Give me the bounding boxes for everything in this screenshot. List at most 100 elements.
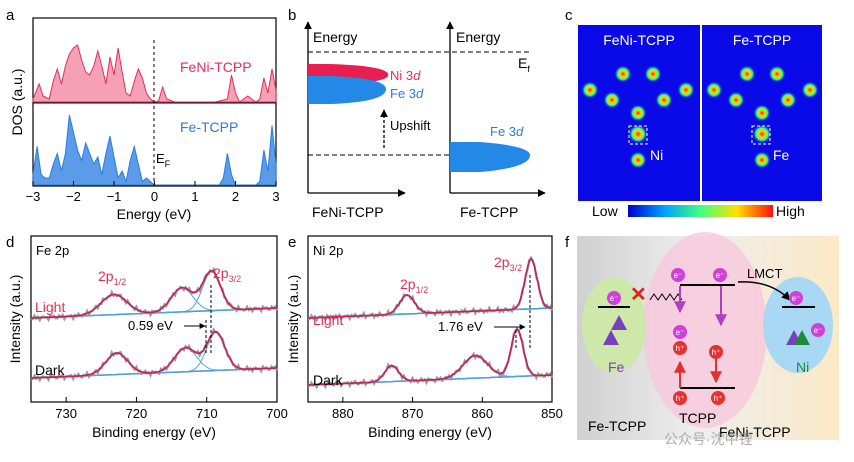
fe-site-box	[751, 125, 771, 145]
carrier-label: e⁻	[792, 294, 801, 303]
xtick-label: 2	[232, 189, 239, 204]
ni-peak-2: 2p3/2	[494, 254, 522, 273]
fe-metal-label: Fe	[608, 359, 625, 375]
charge-density-fe	[705, 65, 819, 169]
tcpp-region	[643, 232, 767, 428]
charge-carriers: e⁻ e⁻ e⁻ e⁻ h⁺ h⁺ h⁺ h⁺ e⁻ e⁻	[607, 268, 825, 405]
xps-fit	[30, 330, 278, 379]
fe-3d-band-right	[450, 142, 531, 172]
panel-e: e Ni 2p 2p1/2 2p3/2 Light Dark 1.76 eV 8…	[285, 234, 563, 440]
carrier-label: e⁻	[716, 271, 725, 280]
fe-shift-label: 0.59 eV	[128, 318, 173, 333]
xtick-label: 860	[471, 406, 493, 421]
density-blob	[603, 91, 621, 109]
fe2p-spectra	[30, 266, 278, 383]
xtick-label: 1	[191, 189, 198, 204]
charge-density-feni	[581, 65, 695, 169]
ni-site-region	[763, 277, 833, 373]
panel-d-ylabel: Intensity (a.u.)	[7, 275, 23, 364]
xps-fit	[307, 257, 553, 319]
carrier-label: e⁻	[674, 271, 683, 280]
panel-d-xticks: 730 720 710 700	[55, 397, 288, 421]
panel-letter-e: e	[288, 234, 296, 251]
panel-f: f ✕ LMCT e⁻ e⁻ e⁻ e⁻ h⁺ h⁺ h⁺ h⁺ e⁻ e⁻ Fe Ni Fe-T…	[565, 232, 839, 447]
right-energy-label: Energy	[456, 29, 500, 45]
fe-porphyrin-icon	[603, 330, 619, 345]
panel-a: a FeNi-TCPP Fe-TCPP EF −3 −2 −1 0 1 2 3 Energy…	[6, 7, 280, 222]
carrier-label: e⁻	[610, 294, 619, 303]
xps-fit	[307, 327, 553, 386]
xtick-label: 710	[196, 406, 218, 421]
panel-letter-b: b	[288, 7, 296, 24]
xtick-label: 730	[55, 406, 77, 421]
panel-a-ylabel: DOS (a.u.)	[9, 69, 25, 136]
panel-e-xticks: 880 870 860 850	[332, 397, 563, 421]
fe-tcpp-caption: Fe-TCPP	[588, 418, 646, 434]
hole-icon	[709, 345, 723, 359]
density-blob	[801, 81, 819, 99]
tcpp-caption: TCPP	[679, 410, 716, 426]
electron-icon	[673, 325, 687, 339]
xtick-label: −1	[107, 189, 122, 204]
density-blob	[655, 91, 673, 109]
density-blob	[753, 151, 771, 169]
fe-peak-1: 2p1/2	[98, 268, 126, 287]
colorbar-high: High	[776, 203, 805, 219]
map-feni-title: FeNi-TCPP	[603, 32, 675, 48]
panel-d-xlabel: Binding energy (eV)	[92, 424, 216, 440]
map-fe-title: Fe-TCPP	[733, 32, 791, 48]
panel-e-xlabel: Binding energy (eV)	[368, 424, 492, 440]
fe-dark-label: Dark	[35, 362, 66, 378]
fe-3d-band-left	[308, 76, 387, 104]
lmct-label: LMCT	[747, 266, 782, 281]
left-caption: FeNi-TCPP	[312, 204, 384, 220]
density-blob	[629, 104, 647, 122]
fe-peak-2: 2p3/2	[213, 265, 241, 284]
watermark: 公众号·沈中锂	[664, 431, 753, 447]
left-energy-label: Energy	[313, 29, 357, 45]
density-blob	[629, 151, 647, 169]
electron-icon	[671, 268, 685, 282]
fe-3d-label-right: Fe 3d	[490, 124, 524, 139]
dos-label-fe: Fe-TCPP	[180, 119, 238, 135]
electron-icon	[811, 323, 825, 337]
xps-component	[307, 294, 553, 319]
ni-site-label: Ni	[650, 147, 663, 163]
xtick-label: −3	[26, 189, 41, 204]
upshift-label: Upshift	[390, 118, 431, 133]
ni2p-label: Ni 2p	[313, 243, 343, 258]
panel-e-ylabel: Intensity (a.u.)	[285, 275, 301, 364]
xps-fit	[30, 269, 278, 319]
ni-light-label: Light	[313, 312, 343, 328]
xps-component	[30, 294, 278, 319]
feni-tcpp-caption: FeNi-TCPP	[719, 424, 791, 440]
density-blob	[752, 124, 772, 144]
density-blob	[738, 65, 756, 83]
electron-icon	[607, 291, 621, 305]
ni-site-box	[628, 125, 648, 145]
density-blob	[628, 124, 648, 144]
dos-label-feni: FeNi-TCPP	[180, 59, 252, 75]
xtick-label: 3	[272, 189, 279, 204]
electron-icon	[713, 268, 727, 282]
ef-label: Ef	[518, 55, 530, 74]
dos-fe-series	[32, 114, 277, 186]
ni-metal-label: Ni	[796, 359, 809, 375]
density-blob	[768, 65, 786, 83]
density-blob	[677, 81, 695, 99]
panel-a-xticks: −3 −2 −1 0 1 2 3	[26, 181, 280, 204]
dos-area-feni	[32, 44, 277, 103]
panel-letter-c: c	[565, 7, 573, 24]
right-caption: Fe-TCPP	[460, 204, 518, 220]
ni-shift-label: 1.76 eV	[438, 319, 483, 334]
density-blob	[779, 91, 797, 109]
panel-a-xlabel: Energy (eV)	[117, 206, 192, 222]
panel-b: b Energy Energy Ef Ni 3d Fe 3d Upshift F…	[288, 7, 546, 220]
fe-site-label: Fe	[773, 147, 790, 163]
colorbar	[628, 205, 773, 217]
ni-center-icon	[794, 330, 810, 345]
xtick-label: 870	[402, 406, 424, 421]
carrier-label: e⁻	[676, 328, 685, 337]
panel-d: d Fe 2p 2p1/2 2p3/2 Light Dark 0.59 eV 7…	[6, 234, 288, 440]
